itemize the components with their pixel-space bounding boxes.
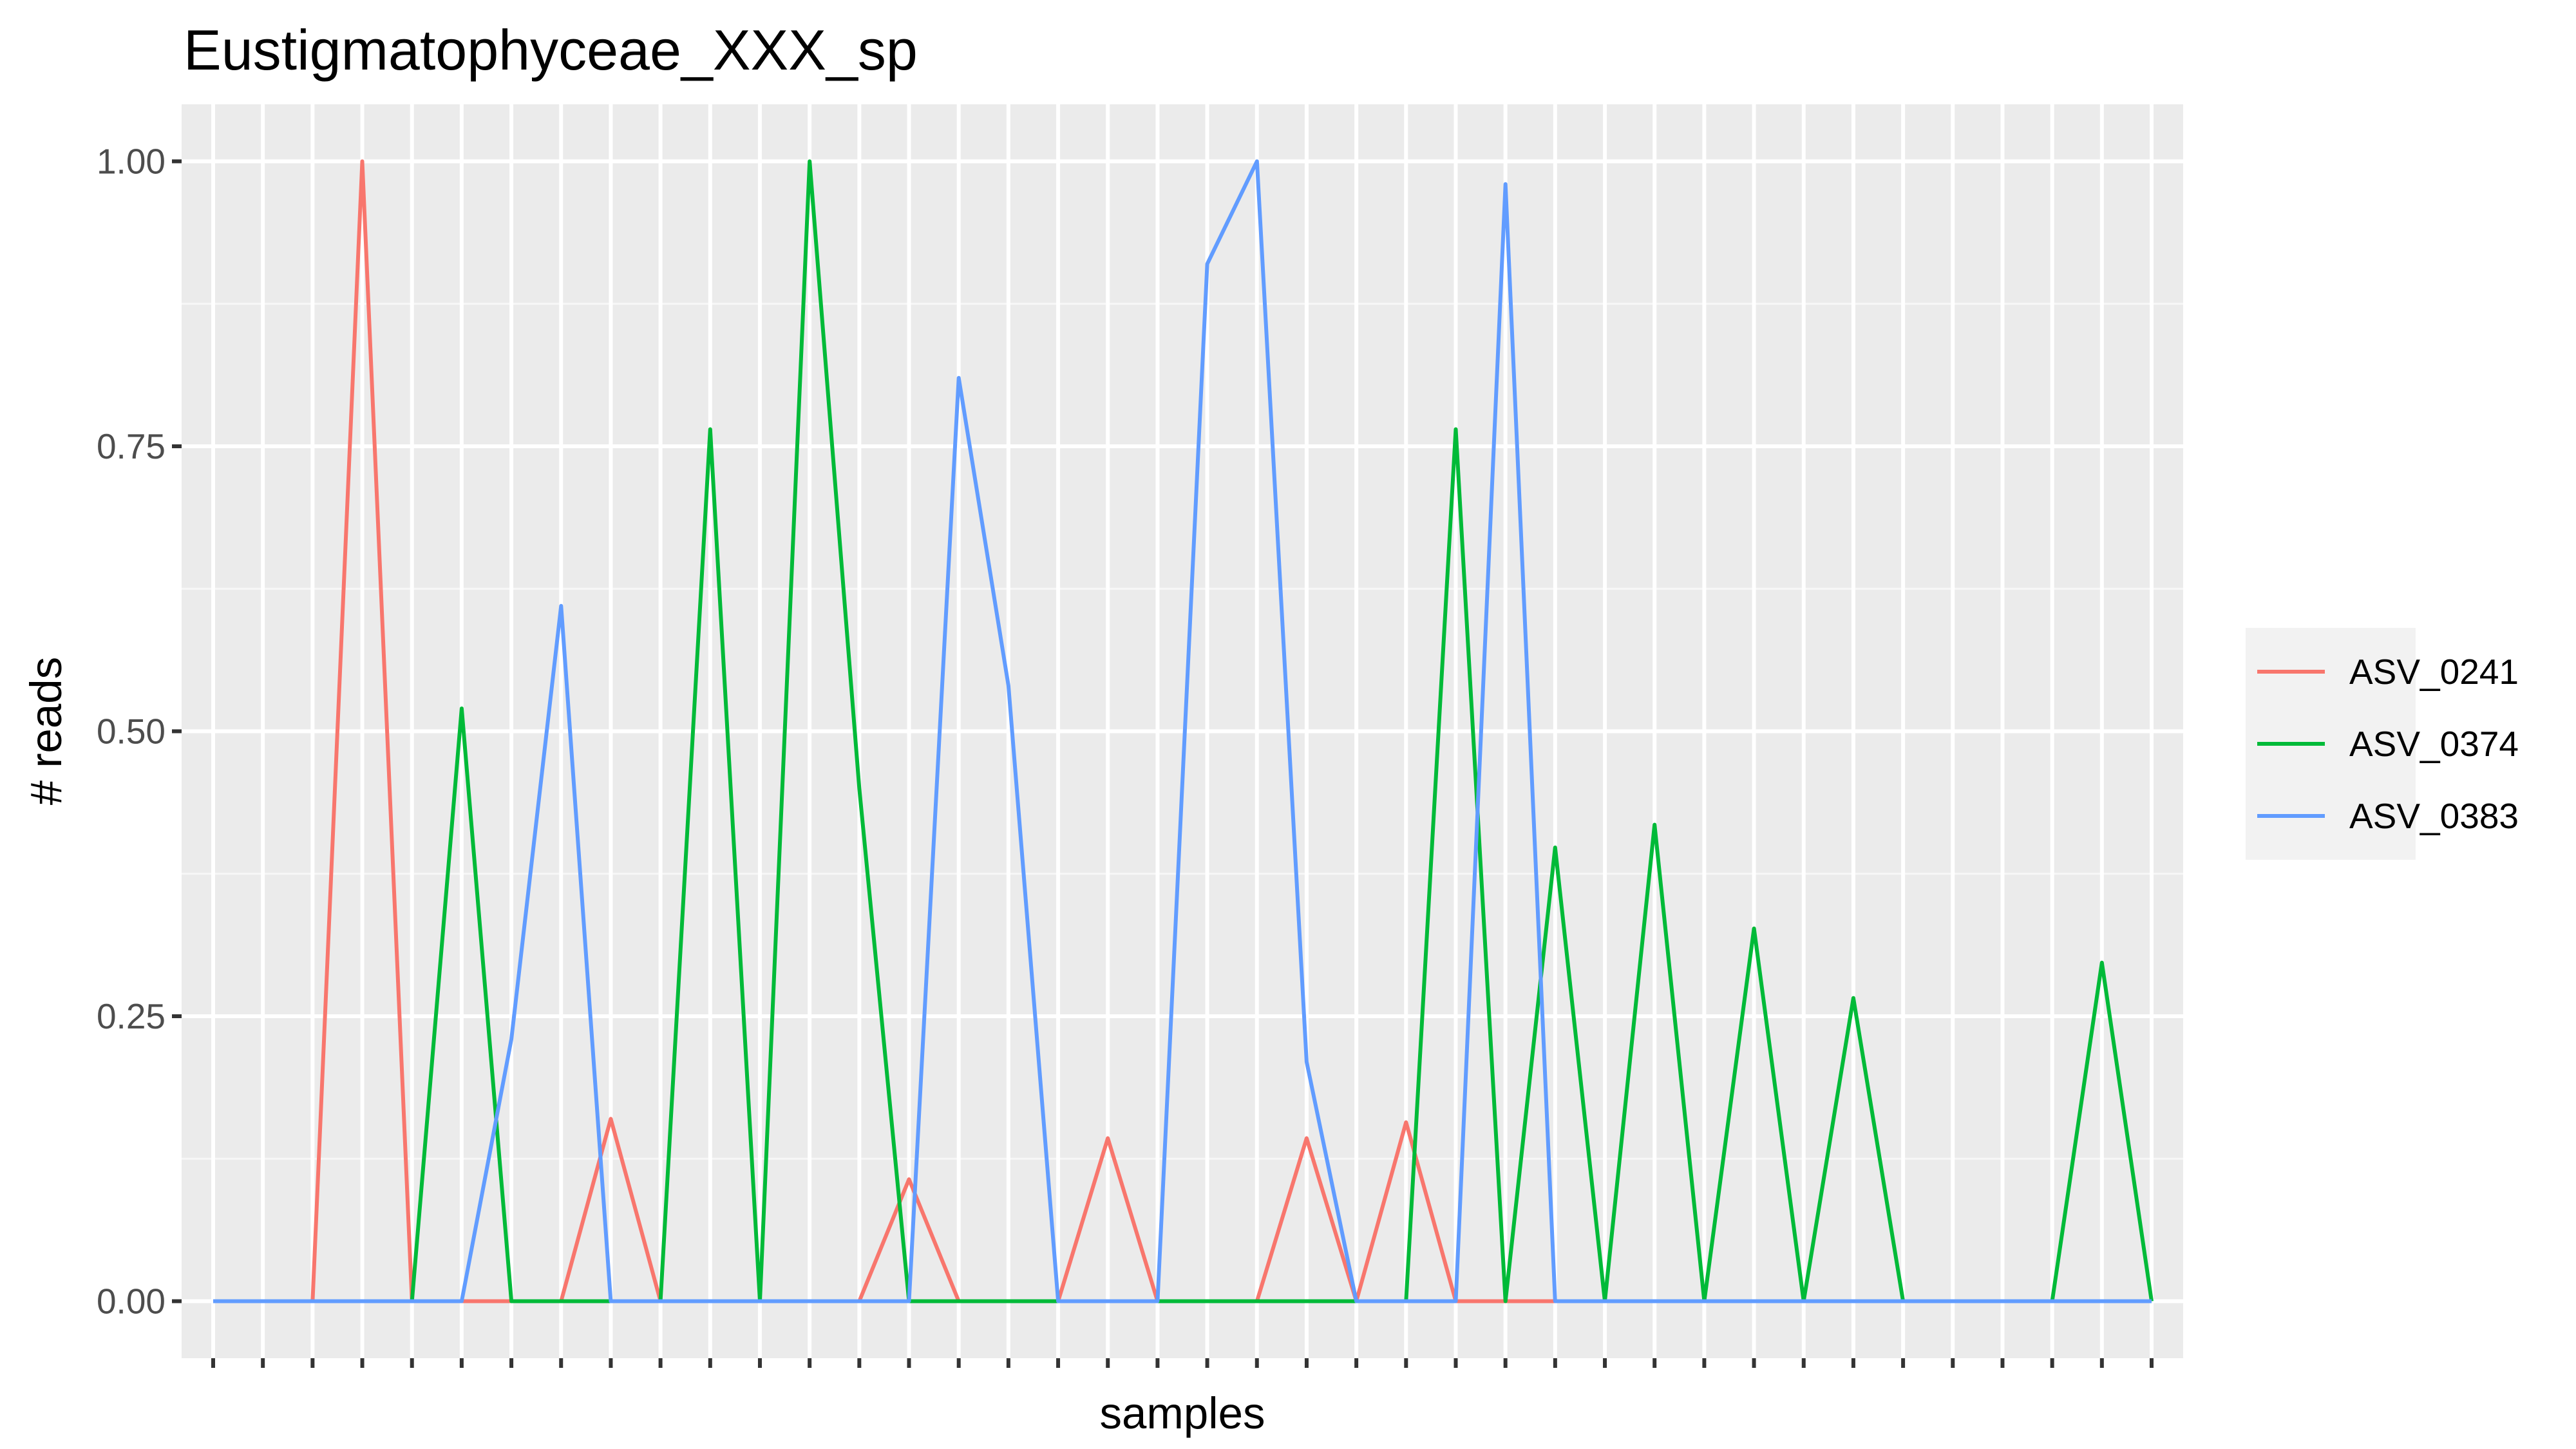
y-tick-label: 0.00 (97, 1282, 166, 1321)
major-gridlines (182, 104, 2183, 1358)
y-tick-label: 0.25 (97, 996, 166, 1036)
y-tick-label: 1.00 (97, 142, 166, 182)
series-line-asv-0374 (213, 159, 2154, 1303)
series-lines (213, 159, 2154, 1303)
y-axis: 0.00 0.25 0.50 0.75 1.00 (97, 142, 182, 1321)
legend-label-asv-0241: ASV_0241 (2349, 652, 2519, 692)
x-axis (211, 1358, 2154, 1368)
y-axis-title: # reads (21, 657, 71, 805)
legend-label-asv-0383: ASV_0383 (2349, 796, 2519, 836)
legend-label-asv-0374: ASV_0374 (2349, 724, 2519, 764)
series-line-asv-0383 (213, 159, 2152, 1303)
x-axis-title: samples (1100, 1388, 1265, 1438)
y-tick-label: 0.75 (97, 426, 166, 466)
minor-gridlines (182, 303, 2183, 1160)
chart-title: Eustigmatophyceae_XXX_sp (184, 18, 918, 82)
legend: ASV_0241 ASV_0374 ASV_0383 (2257, 652, 2519, 836)
y-tick-label: 0.50 (97, 712, 166, 752)
